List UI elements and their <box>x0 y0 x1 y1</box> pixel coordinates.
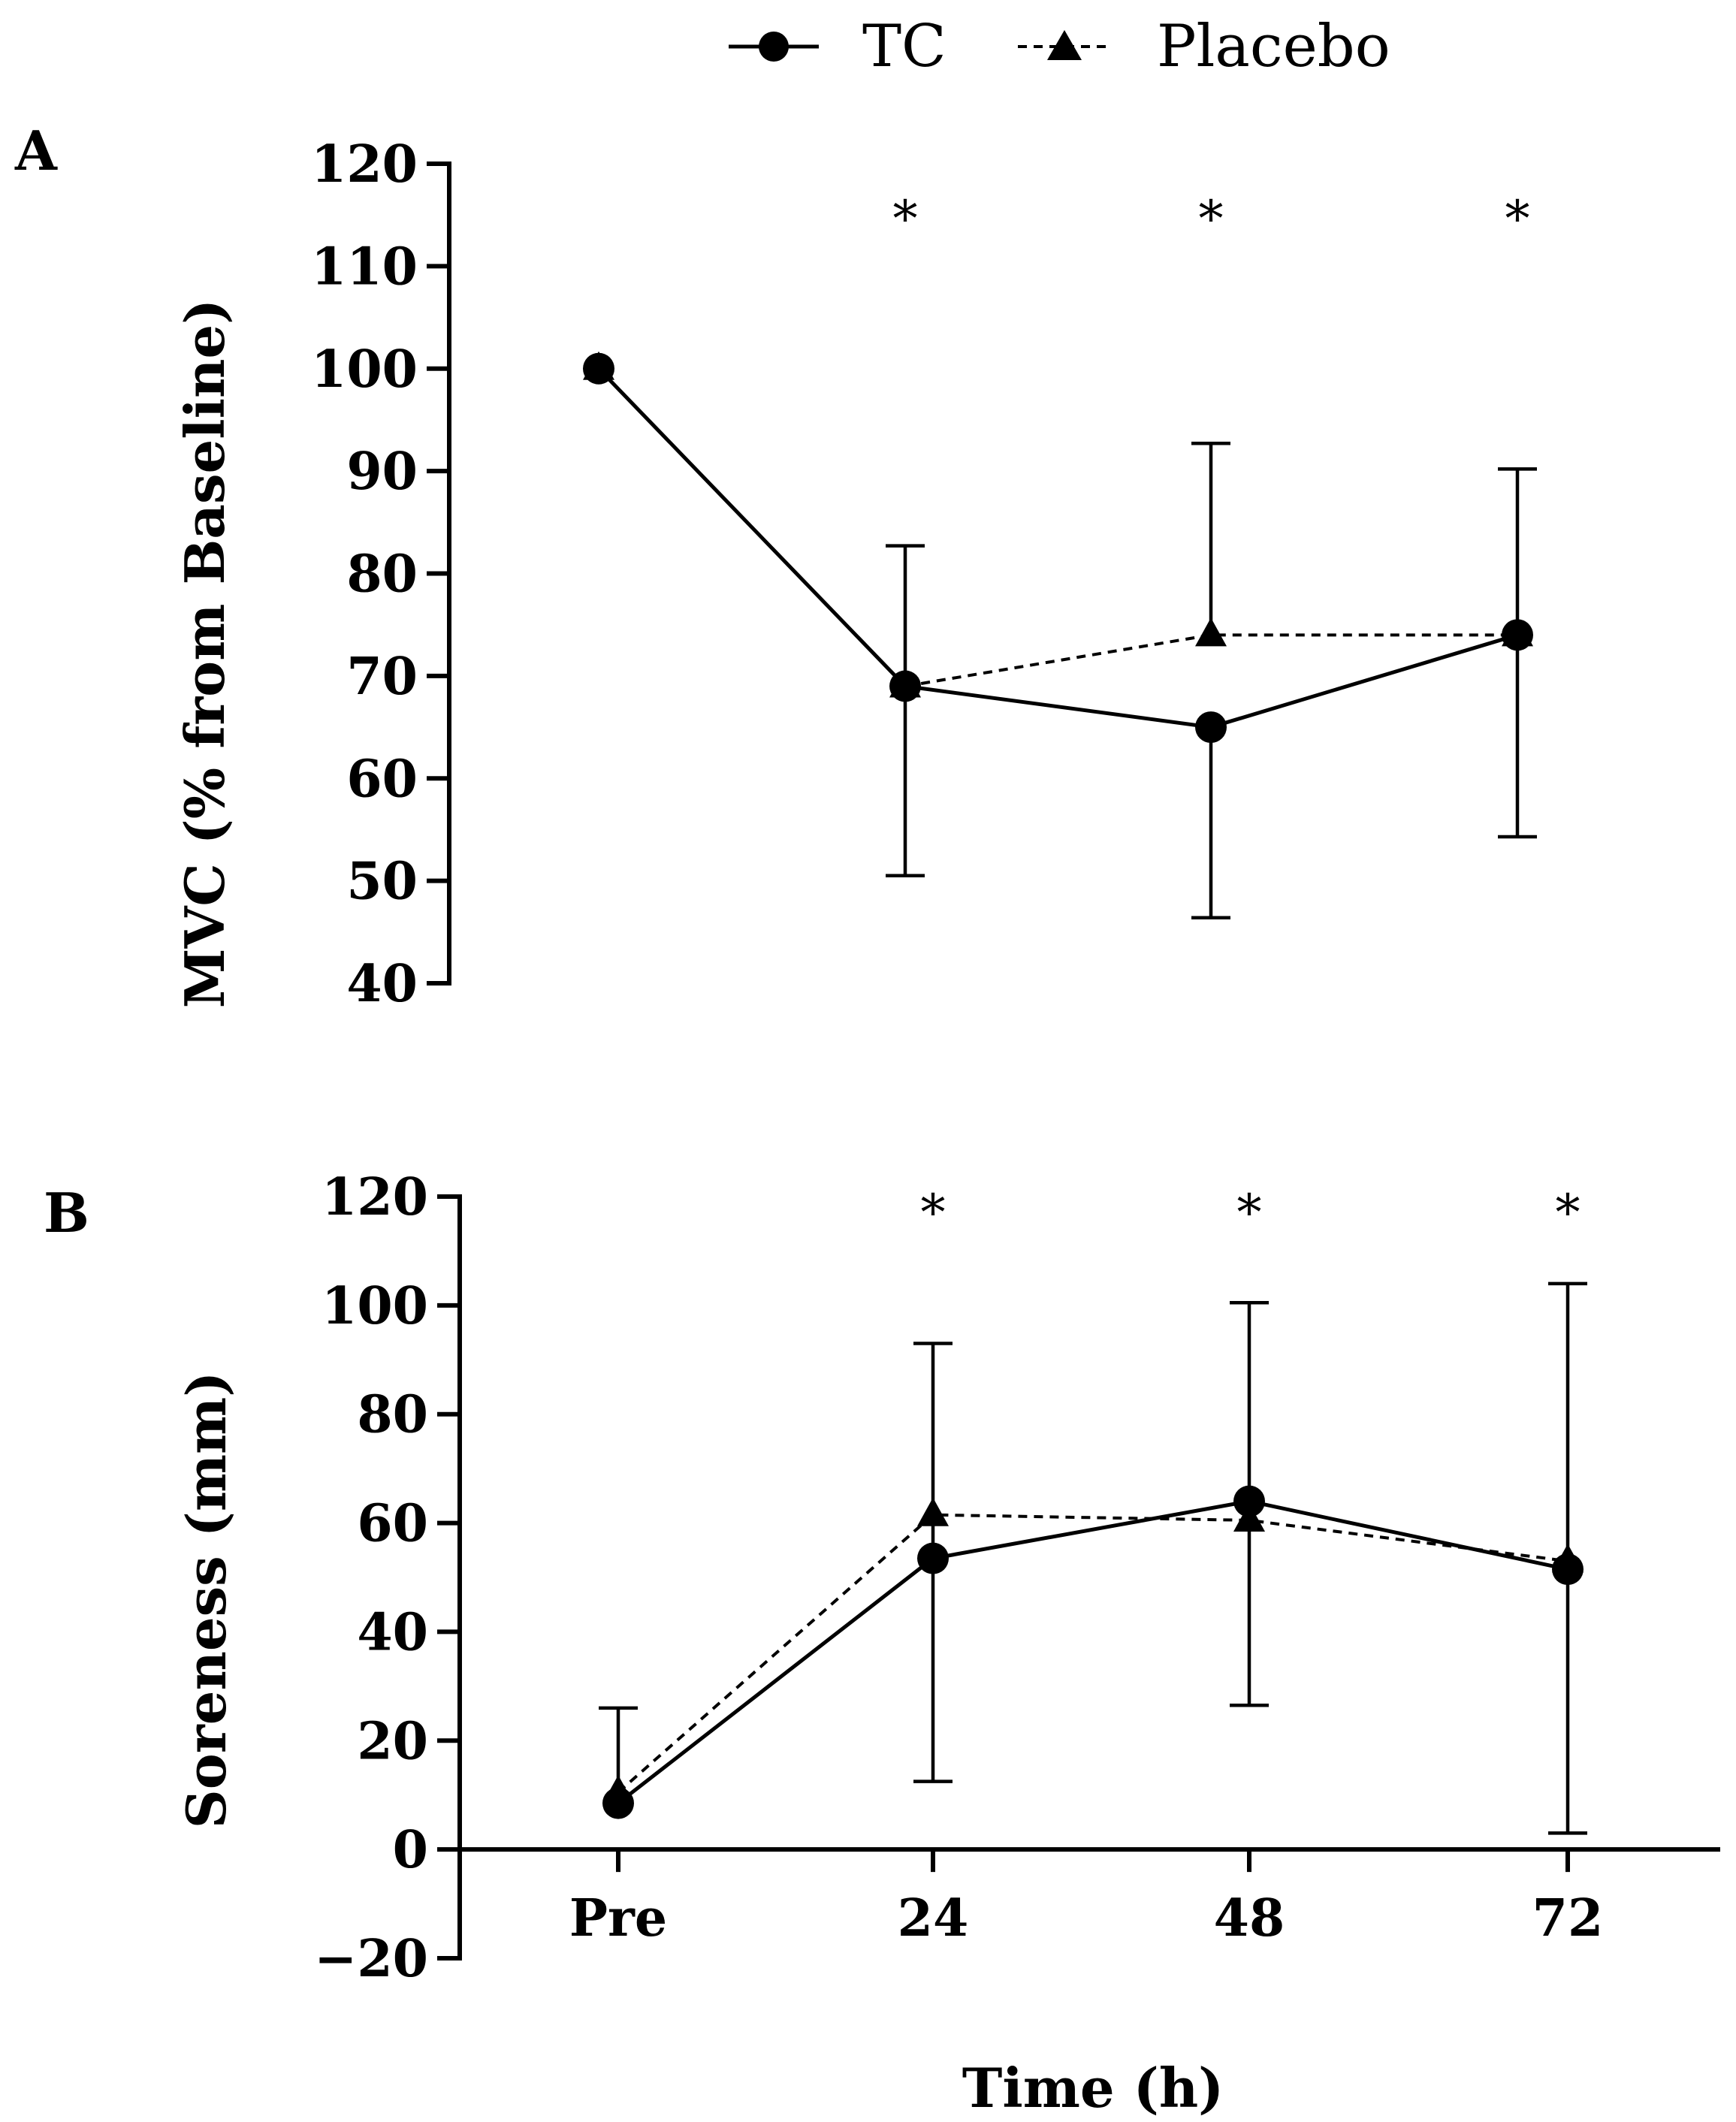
panel-b-placebo-point <box>1233 1502 1265 1532</box>
panel-b-x-tick-label: 24 <box>898 1888 969 1948</box>
panel-b-y-tick-label: 100 <box>322 1276 428 1336</box>
panel-a-tc-point <box>889 670 921 702</box>
panel-a-y-tick-label: 120 <box>311 134 418 195</box>
panel-b: B Soreness (mm) Time (h) −20 0 20 40 60 80 100… <box>44 1167 1720 2120</box>
panel-b-placebo-line <box>617 1513 1568 1794</box>
legend: TC Placebo <box>729 13 1390 80</box>
panel-b-tc-point <box>1552 1553 1584 1586</box>
panel-b-tc-point <box>602 1787 634 1819</box>
panel-a-tc-point <box>1502 619 1533 651</box>
legend-tc-label: TC <box>862 13 946 80</box>
panel-b-placebo-point <box>917 1497 949 1526</box>
panel-a-significance-star: * <box>893 190 918 248</box>
panel-a-y-tick-label: 40 <box>346 954 418 1014</box>
panel-b-significance-star: * <box>1237 1184 1262 1242</box>
panel-b-y-axis-title: Soreness (mm) <box>174 1372 238 1829</box>
panel-b-tc-line <box>617 1499 1568 1805</box>
panel-b-significance-star: * <box>921 1184 946 1242</box>
panel-b-y-tick-label: 80 <box>357 1385 428 1445</box>
panel-b-y-tick-label: 60 <box>357 1494 428 1554</box>
legend-placebo-marker <box>1047 30 1082 60</box>
panel-a-significance-star: * <box>1199 190 1224 248</box>
panel-a-significance-star: * <box>1505 190 1530 248</box>
panel-a-tc-point <box>583 352 614 385</box>
panel-b-label: B <box>44 1181 89 1245</box>
panel-b-y-tick-label: 0 <box>393 1820 428 1880</box>
panel-a-placebo-point <box>1195 617 1227 647</box>
panel-b-y-tick-label: −20 <box>314 1929 428 1989</box>
panel-a-y-tick-label: 110 <box>311 237 418 297</box>
panel-b-tc-point <box>1233 1485 1265 1517</box>
panel-a-y-tick-label: 90 <box>346 442 418 502</box>
panel-a-y-tick-label: 60 <box>346 749 418 809</box>
panel-a-y-axis-title: MVC (% from Baseline) <box>173 299 237 1008</box>
panel-b-x-tick-label: Pre <box>569 1888 667 1948</box>
panel-a-placebo-line <box>597 367 1517 688</box>
panel-b-significance-star: * <box>1556 1184 1581 1242</box>
legend-tc-marker <box>759 32 789 62</box>
panel-a-y-tick-label: 70 <box>346 647 418 707</box>
panel-a-tc-point <box>1195 711 1227 744</box>
panel-a-y-tick-label: 100 <box>311 340 418 400</box>
panel-b-y-tick-label: 40 <box>357 1602 428 1662</box>
legend-placebo-label: Placebo <box>1157 13 1390 80</box>
panel-a-label: A <box>14 119 58 183</box>
panel-b-x-tick-label: 72 <box>1532 1888 1604 1948</box>
panel-b-y-tick-label: 120 <box>322 1167 428 1227</box>
panel-a-y-tick-label: 80 <box>346 545 418 605</box>
panel-b-x-tick-label: 48 <box>1214 1888 1285 1948</box>
panel-a: A MVC (% from Baseline) 40 50 60 70 80 90 100 1… <box>14 119 1537 1014</box>
panel-b-y-tick-label: 20 <box>357 1711 428 1771</box>
panel-a-tc-line <box>597 367 1518 729</box>
panel-b-x-axis-title: Time (h) <box>962 2056 1224 2120</box>
panel-b-tc-point <box>917 1542 949 1574</box>
panel-a-y-tick-label: 50 <box>346 852 418 912</box>
